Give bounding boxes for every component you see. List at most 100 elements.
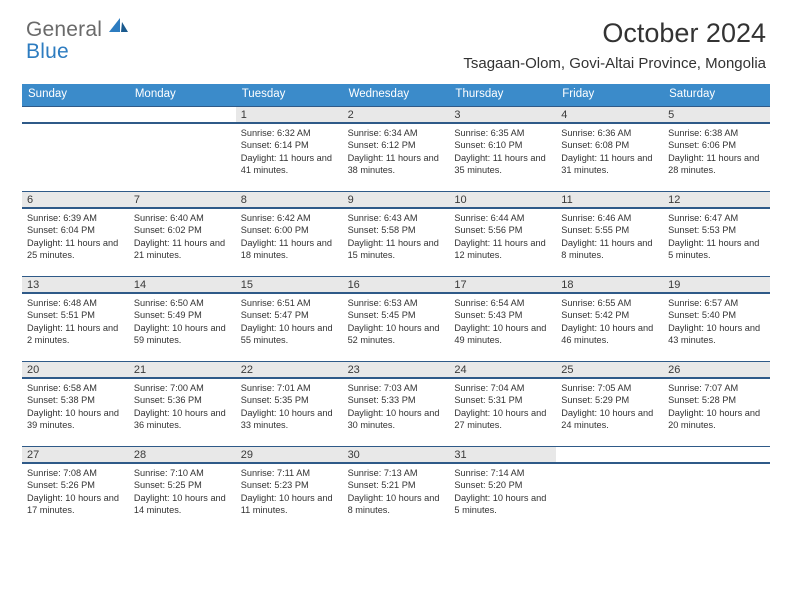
day-body: Sunrise: 6:50 AMSunset: 5:49 PMDaylight:… <box>129 294 236 353</box>
sunrise-text: Sunrise: 6:53 AM <box>348 297 445 309</box>
day-body: Sunrise: 6:54 AMSunset: 5:43 PMDaylight:… <box>449 294 556 353</box>
day-body: Sunrise: 7:13 AMSunset: 5:21 PMDaylight:… <box>343 464 450 523</box>
daylight-text: Daylight: 11 hours and 5 minutes. <box>668 237 765 262</box>
sunset-text: Sunset: 6:10 PM <box>454 139 551 151</box>
sunrise-text: Sunrise: 7:04 AM <box>454 382 551 394</box>
weekday-header: Monday <box>129 84 236 106</box>
day-number: 27 <box>22 446 129 464</box>
day-body <box>663 464 770 473</box>
day-cell: 2Sunrise: 6:34 AMSunset: 6:12 PMDaylight… <box>343 106 450 191</box>
sunset-text: Sunset: 5:25 PM <box>134 479 231 491</box>
sunrise-text: Sunrise: 6:48 AM <box>27 297 124 309</box>
sunset-text: Sunset: 5:31 PM <box>454 394 551 406</box>
sunrise-text: Sunrise: 6:42 AM <box>241 212 338 224</box>
day-body: Sunrise: 7:04 AMSunset: 5:31 PMDaylight:… <box>449 379 556 438</box>
week-row: 20Sunrise: 6:58 AMSunset: 5:38 PMDayligh… <box>22 361 770 446</box>
daylight-text: Daylight: 10 hours and 5 minutes. <box>454 492 551 517</box>
sunset-text: Sunset: 6:12 PM <box>348 139 445 151</box>
sunset-text: Sunset: 5:56 PM <box>454 224 551 236</box>
day-body <box>22 124 129 133</box>
day-number: 1 <box>236 106 343 124</box>
day-cell: 7Sunrise: 6:40 AMSunset: 6:02 PMDaylight… <box>129 191 236 276</box>
sunrise-text: Sunrise: 6:46 AM <box>561 212 658 224</box>
day-cell: 3Sunrise: 6:35 AMSunset: 6:10 PMDaylight… <box>449 106 556 191</box>
day-body <box>556 464 663 473</box>
day-cell: 5Sunrise: 6:38 AMSunset: 6:06 PMDaylight… <box>663 106 770 191</box>
day-number: 30 <box>343 446 450 464</box>
day-body: Sunrise: 6:32 AMSunset: 6:14 PMDaylight:… <box>236 124 343 183</box>
sunrise-text: Sunrise: 6:44 AM <box>454 212 551 224</box>
sunrise-text: Sunrise: 7:13 AM <box>348 467 445 479</box>
day-cell: 8Sunrise: 6:42 AMSunset: 6:00 PMDaylight… <box>236 191 343 276</box>
sunset-text: Sunset: 5:49 PM <box>134 309 231 321</box>
day-number: 7 <box>129 191 236 209</box>
day-cell <box>22 106 129 191</box>
day-body: Sunrise: 7:07 AMSunset: 5:28 PMDaylight:… <box>663 379 770 438</box>
day-body: Sunrise: 6:47 AMSunset: 5:53 PMDaylight:… <box>663 209 770 268</box>
day-number: 8 <box>236 191 343 209</box>
day-cell: 17Sunrise: 6:54 AMSunset: 5:43 PMDayligh… <box>449 276 556 361</box>
weekday-header: Thursday <box>449 84 556 106</box>
daylight-text: Daylight: 11 hours and 18 minutes. <box>241 237 338 262</box>
week-row: 13Sunrise: 6:48 AMSunset: 5:51 PMDayligh… <box>22 276 770 361</box>
sunrise-text: Sunrise: 6:51 AM <box>241 297 338 309</box>
day-number: 9 <box>343 191 450 209</box>
day-body: Sunrise: 7:11 AMSunset: 5:23 PMDaylight:… <box>236 464 343 523</box>
daylight-text: Daylight: 10 hours and 55 minutes. <box>241 322 338 347</box>
day-number: 4 <box>556 106 663 124</box>
day-body: Sunrise: 7:08 AMSunset: 5:26 PMDaylight:… <box>22 464 129 523</box>
day-number: 2 <box>343 106 450 124</box>
day-number: 15 <box>236 276 343 294</box>
sunset-text: Sunset: 5:26 PM <box>27 479 124 491</box>
sunset-text: Sunset: 5:33 PM <box>348 394 445 406</box>
daylight-text: Daylight: 10 hours and 52 minutes. <box>348 322 445 347</box>
logo-blue: Blue <box>26 40 69 63</box>
day-number: 26 <box>663 361 770 379</box>
weekday-header: Friday <box>556 84 663 106</box>
logo-general: General <box>26 18 102 41</box>
day-body: Sunrise: 6:42 AMSunset: 6:00 PMDaylight:… <box>236 209 343 268</box>
day-number: 25 <box>556 361 663 379</box>
day-body <box>129 124 236 133</box>
day-cell: 29Sunrise: 7:11 AMSunset: 5:23 PMDayligh… <box>236 446 343 531</box>
sunset-text: Sunset: 5:35 PM <box>241 394 338 406</box>
header: General Blue October 2024 Tsagaan-Olom, … <box>0 0 792 76</box>
daylight-text: Daylight: 11 hours and 35 minutes. <box>454 152 551 177</box>
day-cell: 15Sunrise: 6:51 AMSunset: 5:47 PMDayligh… <box>236 276 343 361</box>
sunrise-text: Sunrise: 7:03 AM <box>348 382 445 394</box>
day-body: Sunrise: 7:00 AMSunset: 5:36 PMDaylight:… <box>129 379 236 438</box>
sunset-text: Sunset: 5:36 PM <box>134 394 231 406</box>
day-number: 19 <box>663 276 770 294</box>
sunrise-text: Sunrise: 6:32 AM <box>241 127 338 139</box>
sunset-text: Sunset: 6:08 PM <box>561 139 658 151</box>
weekday-header-row: SundayMondayTuesdayWednesdayThursdayFrid… <box>22 84 770 106</box>
day-cell: 4Sunrise: 6:36 AMSunset: 6:08 PMDaylight… <box>556 106 663 191</box>
day-number: 5 <box>663 106 770 124</box>
sunset-text: Sunset: 6:04 PM <box>27 224 124 236</box>
day-cell: 23Sunrise: 7:03 AMSunset: 5:33 PMDayligh… <box>343 361 450 446</box>
day-body: Sunrise: 6:34 AMSunset: 6:12 PMDaylight:… <box>343 124 450 183</box>
week-row: 27Sunrise: 7:08 AMSunset: 5:26 PMDayligh… <box>22 446 770 531</box>
sunrise-text: Sunrise: 6:34 AM <box>348 127 445 139</box>
sunrise-text: Sunrise: 7:07 AM <box>668 382 765 394</box>
sunrise-text: Sunrise: 6:38 AM <box>668 127 765 139</box>
daylight-text: Daylight: 11 hours and 28 minutes. <box>668 152 765 177</box>
daylight-text: Daylight: 11 hours and 8 minutes. <box>561 237 658 262</box>
day-body: Sunrise: 7:10 AMSunset: 5:25 PMDaylight:… <box>129 464 236 523</box>
sunrise-text: Sunrise: 7:08 AM <box>27 467 124 479</box>
sunset-text: Sunset: 5:21 PM <box>348 479 445 491</box>
sunset-text: Sunset: 5:51 PM <box>27 309 124 321</box>
sunrise-text: Sunrise: 6:43 AM <box>348 212 445 224</box>
day-number <box>129 106 236 124</box>
sunrise-text: Sunrise: 6:47 AM <box>668 212 765 224</box>
sunrise-text: Sunrise: 6:57 AM <box>668 297 765 309</box>
day-number <box>22 106 129 124</box>
day-cell: 27Sunrise: 7:08 AMSunset: 5:26 PMDayligh… <box>22 446 129 531</box>
day-cell: 31Sunrise: 7:14 AMSunset: 5:20 PMDayligh… <box>449 446 556 531</box>
day-body: Sunrise: 6:38 AMSunset: 6:06 PMDaylight:… <box>663 124 770 183</box>
day-cell <box>556 446 663 531</box>
sunset-text: Sunset: 6:02 PM <box>134 224 231 236</box>
day-cell: 16Sunrise: 6:53 AMSunset: 5:45 PMDayligh… <box>343 276 450 361</box>
daylight-text: Daylight: 10 hours and 24 minutes. <box>561 407 658 432</box>
daylight-text: Daylight: 11 hours and 12 minutes. <box>454 237 551 262</box>
